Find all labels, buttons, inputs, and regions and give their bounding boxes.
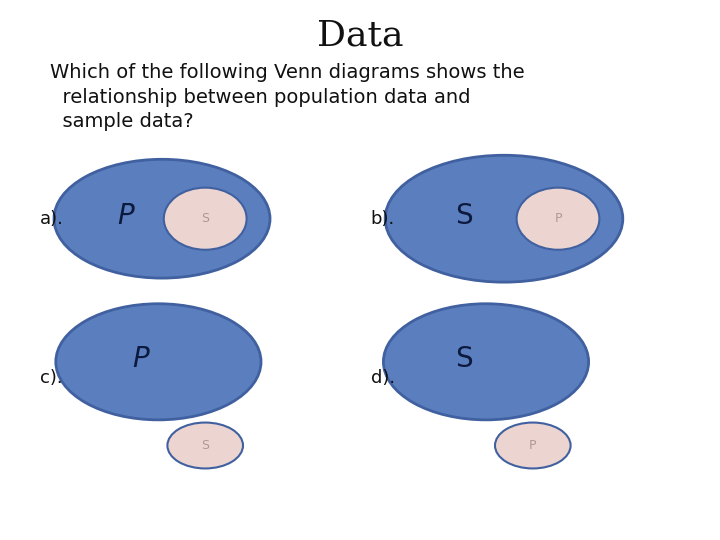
Ellipse shape xyxy=(517,187,600,249)
Ellipse shape xyxy=(163,187,246,249)
Text: sample data?: sample data? xyxy=(50,112,194,131)
Text: S: S xyxy=(201,212,210,225)
Text: P: P xyxy=(117,202,135,230)
Ellipse shape xyxy=(385,156,623,282)
Text: c).: c). xyxy=(40,369,62,387)
Ellipse shape xyxy=(54,159,270,278)
Ellipse shape xyxy=(167,422,243,468)
Text: a).: a). xyxy=(40,210,63,228)
Text: P: P xyxy=(554,212,562,225)
Text: b).: b). xyxy=(371,210,395,228)
Text: S: S xyxy=(201,439,210,452)
Text: Which of the following Venn diagrams shows the: Which of the following Venn diagrams sho… xyxy=(50,63,525,83)
Ellipse shape xyxy=(56,303,261,420)
Text: Data: Data xyxy=(317,18,403,52)
Ellipse shape xyxy=(495,422,570,468)
Ellipse shape xyxy=(384,303,589,420)
Text: d).: d). xyxy=(371,369,395,387)
Text: S: S xyxy=(456,202,473,230)
Text: P: P xyxy=(132,345,149,373)
Text: relationship between population data and: relationship between population data and xyxy=(50,87,471,107)
Text: P: P xyxy=(529,439,536,452)
Text: S: S xyxy=(456,345,473,373)
